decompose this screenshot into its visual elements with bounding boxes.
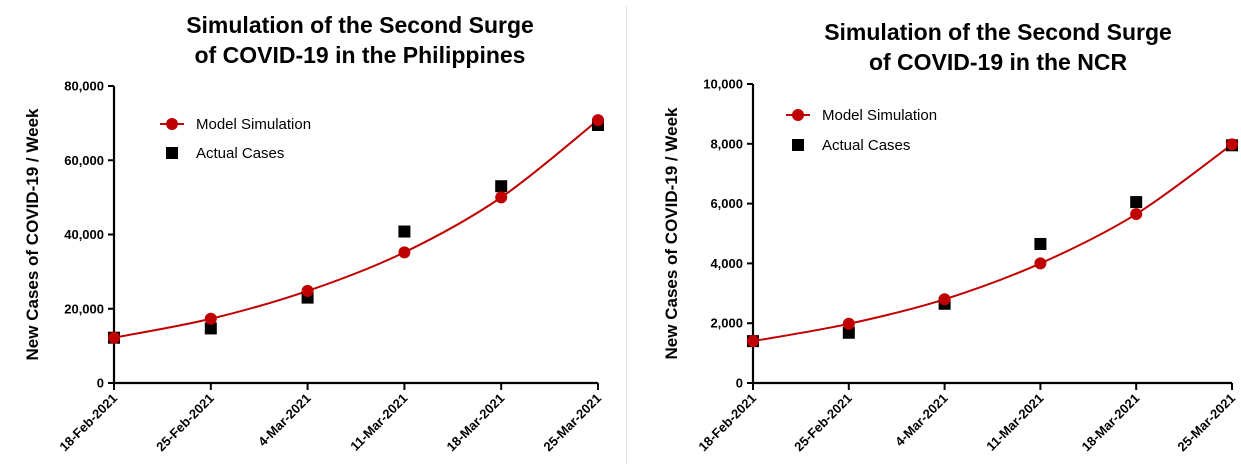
y-tick-label: 20,000	[64, 301, 104, 316]
chart-philippines: Simulation of the Second Surge of COVID-1…	[23, 12, 604, 455]
data-point-model-simulation	[204, 312, 217, 325]
data-point-model-simulation	[1130, 208, 1143, 221]
series-line-model-simulation	[752, 143, 1233, 343]
x-tick-label: 11-Mar-2021	[983, 391, 1046, 454]
legend-label-actual-cases: Actual Cases	[822, 137, 910, 154]
y-tick-label: 10,000	[703, 77, 743, 92]
data-point-model-simulation	[842, 317, 855, 330]
data-point-model-simulation	[495, 191, 508, 204]
data-point-model-simulation	[108, 331, 120, 344]
y-tick-label: 0	[97, 376, 104, 391]
data-point-model-simulation	[747, 335, 759, 348]
x-tick-label: 4-Mar-2021	[255, 391, 314, 450]
data-point-model-simulation	[1034, 257, 1047, 270]
panel-divider	[626, 6, 627, 464]
x-tick-label: 25-Mar-2021	[540, 391, 604, 455]
legend-marker-actual-cases	[166, 147, 178, 159]
y-tick-label: 2,000	[710, 316, 743, 331]
chart-ncr: Simulation of the Second Surge of COVID-1…	[662, 19, 1238, 455]
x-tick-label: 25-Feb-2021	[791, 391, 855, 455]
chart-title-line-2: of COVID-19 in the Philippines	[195, 42, 526, 68]
series-line-model-simulation	[113, 119, 599, 339]
data-point-actual-cases	[1034, 237, 1047, 250]
chart-title-line-2: of COVID-19 in the NCR	[869, 49, 1128, 75]
legend-label-model-simulation: Model Simulation	[196, 116, 311, 133]
x-tick-label: 18-Mar-2021	[1079, 391, 1143, 455]
chart-panel-philippines: Simulation of the Second Surge of COVID-1…	[23, 12, 605, 455]
x-tick-label: 18-Feb-2021	[695, 391, 759, 455]
data-point-actual-cases	[204, 322, 217, 335]
data-point-actual-cases	[495, 180, 508, 193]
data-point-actual-cases	[398, 225, 411, 238]
data-point-model-simulation	[301, 284, 314, 297]
x-tick-label: 25-Feb-2021	[153, 391, 217, 455]
chart-panel-ncr: Simulation of the Second Surge of COVID-1…	[640, 0, 1241, 468]
x-tick-label: 18-Feb-2021	[56, 391, 120, 455]
legend-marker-model-simulation	[166, 118, 178, 130]
data-point-model-simulation	[592, 114, 604, 127]
x-tick-label: 11-Mar-2021	[347, 391, 410, 454]
y-tick-label: 40,000	[64, 227, 104, 242]
y-tick-label: 60,000	[64, 153, 104, 168]
legend-marker-actual-cases	[792, 139, 804, 151]
data-point-actual-cases	[842, 326, 855, 339]
chart-title-line-1: Simulation of the Second Surge	[186, 12, 534, 38]
x-tick-label: 18-Mar-2021	[444, 391, 508, 455]
legend-marker-model-simulation	[792, 109, 804, 121]
y-tick-label: 6,000	[710, 196, 743, 211]
data-point-model-simulation	[398, 246, 411, 259]
legend-label-model-simulation: Model Simulation	[822, 107, 937, 124]
data-point-actual-cases	[1130, 196, 1143, 209]
x-tick-label: 4-Mar-2021	[892, 391, 951, 450]
y-tick-label: 8,000	[710, 136, 743, 151]
legend-label-actual-cases: Actual Cases	[196, 145, 284, 162]
y-axis-label: New Cases of COVID-19 / Week	[23, 108, 42, 360]
data-point-model-simulation	[1226, 138, 1238, 151]
y-tick-label: 80,000	[64, 79, 104, 94]
y-tick-label: 4,000	[710, 256, 743, 271]
x-tick-label: 25-Mar-2021	[1174, 391, 1238, 455]
y-tick-label: 0	[736, 376, 743, 391]
y-axis-label: New Cases of COVID-19 / Week	[662, 107, 681, 359]
data-point-model-simulation	[938, 293, 951, 306]
chart-title-line-1: Simulation of the Second Surge	[824, 19, 1172, 45]
